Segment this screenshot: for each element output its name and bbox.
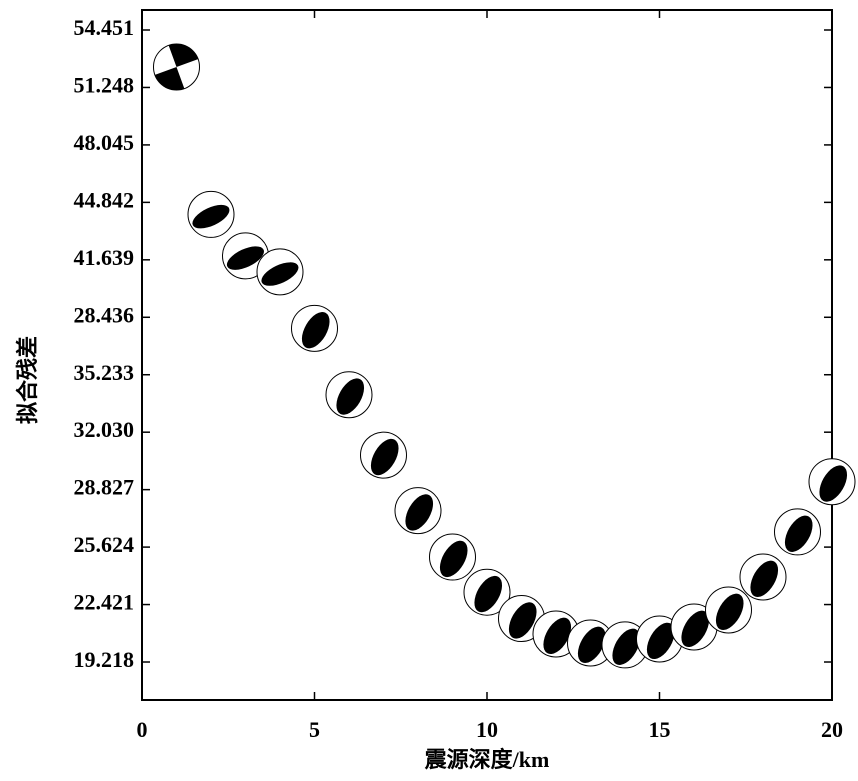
beachball: [429, 533, 476, 581]
beachball-lens: [819, 465, 848, 502]
y-tick-label: 28.436: [74, 302, 135, 327]
beachball-lens: [226, 246, 264, 270]
y-tick-label: 19.218: [74, 647, 135, 672]
beachball: [567, 619, 614, 667]
y-tick-label: 54.451: [74, 15, 135, 40]
y-tick-label: 32.030: [74, 417, 135, 442]
beachball: [463, 568, 511, 616]
beachball-lens: [543, 617, 572, 655]
beachball-lens: [750, 560, 779, 597]
beachball-lens: [784, 515, 813, 552]
beachball-lens: [301, 312, 330, 349]
beachball: [394, 487, 442, 535]
beachball-lens: [474, 575, 503, 613]
beachball-lens: [715, 593, 744, 630]
beachball: [739, 553, 787, 601]
beachball: [808, 458, 856, 506]
beachball-lens: [192, 204, 230, 229]
beachball-lens: [681, 610, 710, 648]
beachball: [705, 586, 752, 634]
y-tick-label: 28.827: [74, 475, 135, 500]
x-tick-label: 5: [309, 717, 320, 742]
beachball-lens: [577, 626, 606, 663]
beachball: [601, 621, 649, 669]
beachball: [291, 304, 338, 352]
beachball: [774, 508, 821, 556]
beachball-lens: [261, 262, 299, 286]
y-tick-label: 41.639: [74, 245, 135, 270]
beachball-lens: [646, 622, 675, 660]
beachball: [153, 43, 200, 91]
beachball: [670, 603, 718, 651]
x-tick-label: 0: [137, 717, 148, 742]
y-axis-label: 拟合残差: [15, 336, 40, 424]
beachball-lens: [612, 628, 641, 665]
x-tick-label: 15: [649, 717, 671, 742]
beachball-quadrant: [154, 43, 199, 90]
y-tick-label: 35.233: [74, 360, 135, 385]
beachball-lens: [405, 494, 434, 531]
beachball-lens: [370, 438, 399, 476]
beachball: [256, 248, 304, 296]
beachball: [325, 371, 373, 419]
y-tick-label: 44.842: [74, 187, 135, 212]
y-tick-label: 48.045: [74, 130, 135, 155]
beachball-lens: [508, 602, 537, 639]
beachball: [360, 431, 407, 479]
y-tick-label: 22.421: [74, 590, 135, 615]
beachball: [187, 190, 235, 238]
x-tick-label: 10: [476, 717, 498, 742]
x-tick-label: 20: [821, 717, 843, 742]
y-tick-label: 25.624: [74, 532, 135, 557]
y-tick-label: 51.248: [74, 73, 135, 98]
x-axis-label: 震源深度/km: [425, 747, 550, 772]
beachball-lens: [336, 378, 365, 415]
beachball-lens: [439, 540, 468, 578]
